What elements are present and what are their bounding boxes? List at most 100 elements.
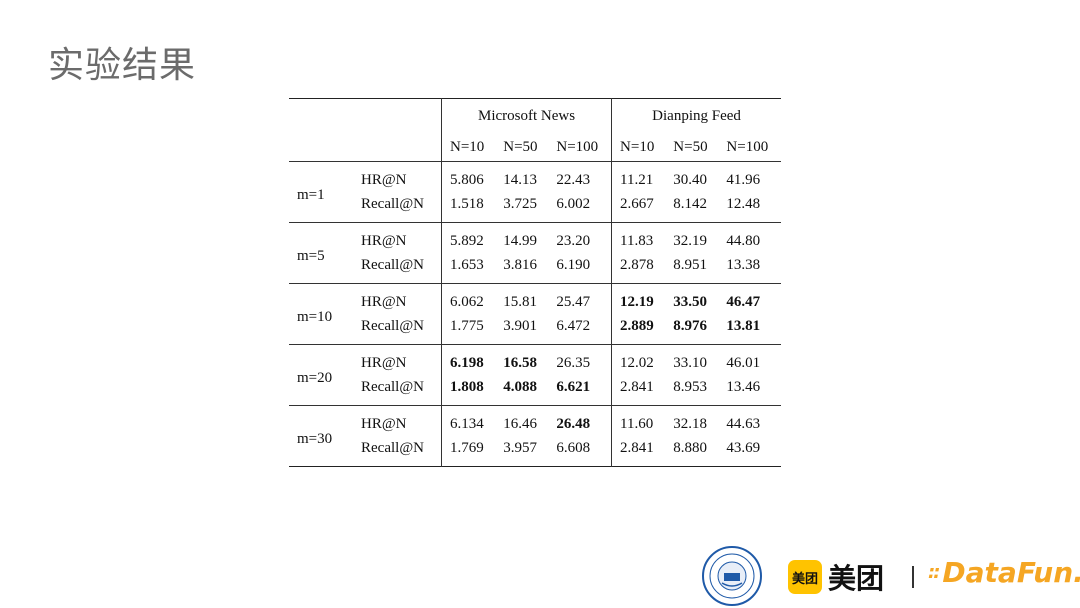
table-cell: 8.976: [673, 317, 708, 334]
table-cell: 2.878: [611, 253, 666, 284]
table-cell: 32.19: [673, 232, 708, 249]
table-cell: 6.134: [441, 405, 496, 436]
table-cell: 12.19: [611, 283, 666, 314]
table-cell: 8.880: [673, 439, 708, 456]
metric-label: HR@N: [361, 171, 407, 188]
table-cell: 13.38: [726, 256, 761, 273]
group-header-dianping-feed: Dianping Feed: [611, 98, 781, 133]
n-header: N=50: [503, 138, 538, 155]
table-cell: 2.667: [611, 192, 666, 223]
metric-label: Recall@N: [361, 195, 424, 212]
metric-label: HR@N: [361, 354, 407, 371]
table-cell: 3.816: [503, 256, 537, 273]
table-body: m=1 HR@N 5.806 14.13 22.43 11.21 30.40 41.96 Rec…: [289, 161, 781, 467]
table-cell: 32.18: [673, 415, 708, 432]
metric-label: Recall@N: [361, 378, 424, 395]
table-cell: 46.01: [726, 354, 761, 371]
table-cell: 13.81: [726, 317, 761, 334]
logo-divider: [912, 566, 914, 588]
table-cell: 25.47: [556, 293, 591, 310]
table-cell: 11.60: [611, 405, 666, 436]
results-table-wrapper: Microsoft News Dianping Feed N=10 N=50 N…: [289, 98, 781, 467]
table-cell: 2.841: [611, 436, 666, 467]
university-seal-logo: [702, 546, 762, 606]
table-row: m=10 HR@N 6.062 15.81 25.47 12.19 33.50 46.47: [289, 283, 781, 325]
table-cell: 3.957: [503, 439, 537, 456]
table-cell: 14.13: [503, 171, 537, 188]
n-header: N=10: [611, 133, 666, 162]
datafun-logo: :: DataFun.: [928, 556, 1080, 589]
table-cell: 1.769: [441, 436, 496, 467]
table-cell: 43.69: [726, 439, 761, 456]
table-row: m=5 HR@N 5.892 14.99 23.20 11.83 32.19 44.80: [289, 222, 781, 264]
table-header-groups: Microsoft News Dianping Feed: [289, 98, 781, 133]
table-cell: 3.901: [503, 317, 537, 334]
table-cell: 8.953: [673, 378, 708, 395]
metric-label: Recall@N: [361, 256, 424, 273]
table-cell: 11.21: [611, 161, 666, 192]
metric-label: HR@N: [361, 415, 407, 432]
slide-title: 实验结果: [48, 45, 197, 86]
table-cell: 30.40: [673, 171, 708, 188]
table-cell: 6.608: [556, 439, 591, 456]
table-cell: 1.775: [441, 314, 496, 345]
table-cell: 1.808: [441, 375, 496, 406]
table-cell: 16.46: [503, 415, 537, 432]
table-cell: 1.653: [441, 253, 496, 284]
metric-label: HR@N: [361, 232, 407, 249]
table-row: m=20 HR@N 6.198 16.58 26.35 12.02 33.10 46.01: [289, 344, 781, 386]
table-cell: 6.472: [556, 317, 591, 334]
table-cell: 46.47: [726, 293, 761, 310]
table-cell: 5.806: [441, 161, 496, 192]
table-row: Recall@N 1.775 3.901 6.472 2.889 8.976 13.81: [289, 314, 781, 345]
meituan-badge: 美团: [788, 560, 822, 594]
m-label: m=1: [297, 186, 325, 203]
results-table: Microsoft News Dianping Feed N=10 N=50 N…: [289, 98, 781, 467]
table-cell: 6.190: [556, 256, 591, 273]
table-cell: 2.889: [611, 314, 666, 345]
meituan-text: 美团: [828, 562, 885, 595]
table-cell: 41.96: [726, 171, 761, 188]
m-label: m=5: [297, 247, 325, 264]
table-row: Recall@N 1.653 3.816 6.190 2.878 8.951 13.38: [289, 253, 781, 284]
datafun-dots-icon: ::: [928, 562, 940, 583]
datafun-text: DataFun.: [942, 556, 1080, 589]
table-cell: 44.80: [726, 232, 761, 249]
table-cell: 6.621: [556, 378, 591, 395]
table-cell: 6.002: [556, 195, 591, 212]
table-cell: 22.43: [556, 171, 591, 188]
table-cell: 5.892: [441, 222, 496, 253]
table-cell: 13.46: [726, 378, 761, 395]
table-cell: 12.02: [611, 344, 666, 375]
meituan-logo: 美团 美团: [788, 557, 884, 597]
metric-label: Recall@N: [361, 317, 424, 334]
table-row: Recall@N 1.808 4.088 6.621 2.841 8.953 13.46: [289, 375, 781, 406]
table-cell: 4.088: [503, 378, 537, 395]
m-label: m=30: [297, 430, 333, 447]
table-header-n: N=10 N=50 N=100 N=10 N=50 N=100: [289, 133, 781, 162]
n-header: N=100: [556, 138, 599, 155]
table-cell: 6.062: [441, 283, 496, 314]
n-header: N=100: [726, 138, 769, 155]
table-cell: 33.10: [673, 354, 708, 371]
table-cell: 11.83: [611, 222, 666, 253]
table-row: Recall@N 1.769 3.957 6.608 2.841 8.880 43.69: [289, 436, 781, 467]
n-header: N=50: [673, 138, 708, 155]
table-cell: 26.35: [556, 354, 591, 371]
m-label: m=10: [297, 308, 333, 325]
table-cell: 44.63: [726, 415, 761, 432]
m-label: m=20: [297, 369, 333, 386]
metric-label: Recall@N: [361, 439, 424, 456]
table-cell: 23.20: [556, 232, 591, 249]
table-cell: 15.81: [503, 293, 537, 310]
table-cell: 16.58: [503, 354, 537, 371]
table-cell: 2.841: [611, 375, 666, 406]
group-header-microsoft-news: Microsoft News: [440, 98, 612, 133]
metric-label: HR@N: [361, 293, 407, 310]
table-cell: 8.142: [673, 195, 708, 212]
table-cell: 33.50: [673, 293, 708, 310]
table-row: Recall@N 1.518 3.725 6.002 2.667 8.142 12.48: [289, 192, 781, 223]
table-row: m=1 HR@N 5.806 14.13 22.43 11.21 30.40 41.96: [289, 161, 781, 203]
table-cell: 26.48: [556, 415, 591, 432]
table-row: m=30 HR@N 6.134 16.46 26.48 11.60 32.18 44.63: [289, 405, 781, 447]
